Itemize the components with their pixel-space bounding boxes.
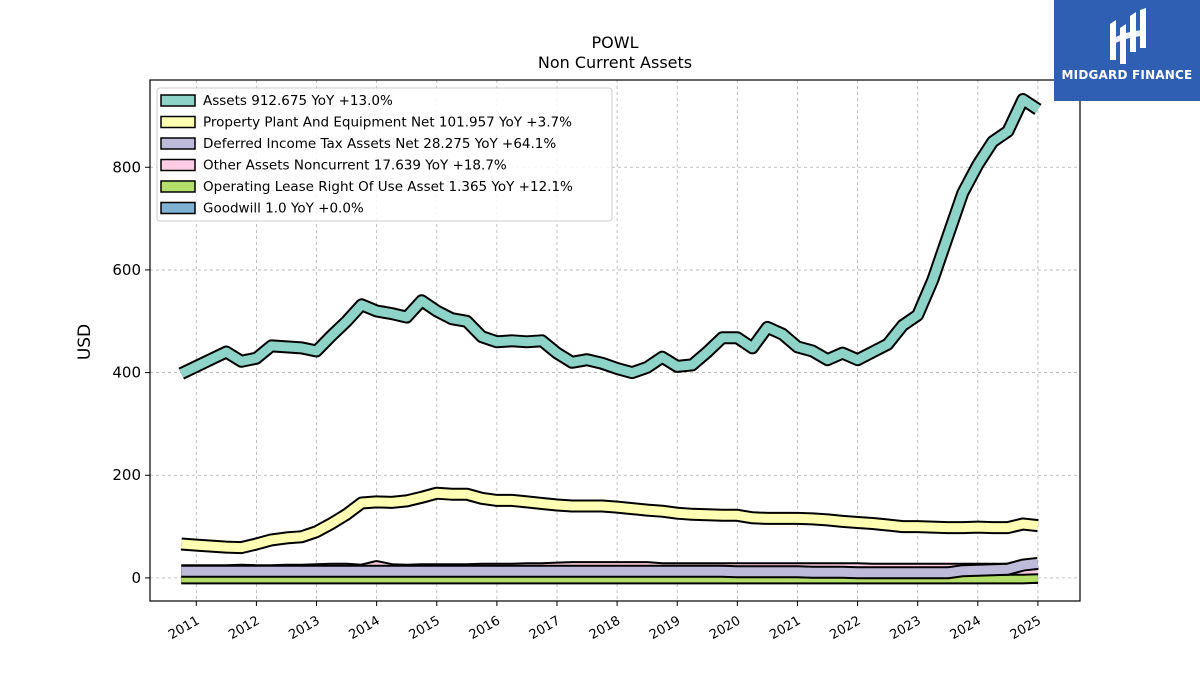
y-axis-label: USD [75,324,95,360]
legend-item: Goodwill 1.0 YoY +0.0% [160,201,364,217]
chart-subtitle: Non Current Assets [538,53,692,72]
brand-logo: MIDGARD FINANCE [1054,0,1200,101]
legend-item: Assets 912.675 YoY +13.0% [160,93,393,109]
legend-label: Property Plant And Equipment Net 101.957… [203,115,572,131]
legend-label: Goodwill 1.0 YoY +0.0% [203,201,364,217]
legend-label: Deferred Income Tax Assets Net 28.275 Yo… [203,136,556,152]
legend-label: Operating Lease Right Of Use Asset 1.365… [203,179,573,195]
legend-item: Deferred Income Tax Assets Net 28.275 Yo… [160,136,556,152]
x-tick-label: 2014 [346,613,382,643]
y-tick-label: 200 [112,466,141,484]
x-tick-label: 2011 [166,613,202,643]
x-tick-label: 2019 [647,613,683,643]
series-layer [178,93,1042,585]
x-tick-label: 2012 [226,613,262,643]
legend-swatch [160,180,196,193]
y-tick-label: 600 [112,261,141,279]
x-axis-ticks: 2011 2012 2013 2014 2015 2016 2017 2018 2019 2020… [166,601,1044,643]
x-tick-label: 2025 [1008,613,1044,643]
x-tick-label: 2016 [467,613,503,643]
series-deferred-income-tax-assets-net [181,556,1039,580]
y-tick-label: 0 [131,569,141,587]
y-tick-label: 800 [112,158,141,176]
legend-label: Assets 912.675 YoY +13.0% [203,93,393,109]
series-outline [180,486,1039,555]
series-property-plant-and-equipment-net [180,486,1039,555]
x-tick-label: 2020 [707,613,743,643]
legend-label: Other Assets Noncurrent 17.639 YoY +18.7… [203,158,507,174]
x-tick-label: 2023 [888,613,924,643]
logo-text: MIDGARD FINANCE [1061,68,1193,82]
legend-swatch [160,137,196,150]
legend-item: Other Assets Noncurrent 17.639 YoY +18.7… [160,158,507,174]
legend-swatch [160,201,196,215]
y-tick-label: 400 [112,364,141,382]
x-tick-label: 2022 [827,613,863,643]
x-tick-label: 2024 [948,613,984,643]
legend-item: Property Plant And Equipment Net 101.957… [160,115,572,131]
x-tick-label: 2017 [527,613,563,643]
legend-swatch [160,158,196,172]
legend: Assets 912.675 YoY +13.0% Property Plant … [156,87,613,222]
legend-swatch [160,115,196,129]
legend-item: Operating Lease Right Of Use Asset 1.365… [160,179,573,195]
x-tick-label: 2018 [587,613,623,643]
plot-frame [149,79,1081,602]
legend-swatch [160,94,196,107]
legend-box [156,87,613,222]
y-axis-ticks: 0 200 400 600 800 [112,158,150,587]
chart-title: POWL [592,33,639,52]
series-line [180,488,1039,553]
logo-mark-icon [1110,8,1146,64]
series-line [179,95,1041,378]
x-tick-label: 2013 [286,613,322,643]
x-tick-label: 2015 [407,613,443,643]
series-line [181,558,1039,578]
series-assets [178,93,1042,380]
x-tick-label: 2021 [767,613,803,643]
